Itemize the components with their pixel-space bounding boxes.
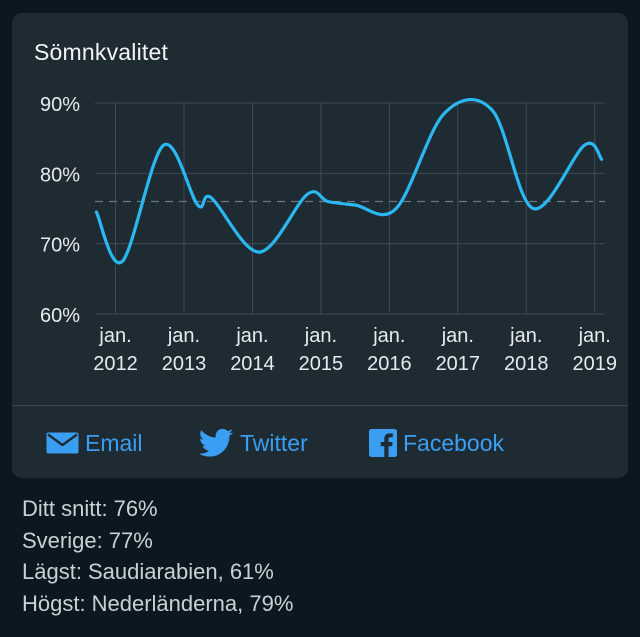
stat-value: Nederländerna, 79% [91,590,294,616]
email-share-link[interactable]: Email [46,425,143,461]
x-tick-label-month: jan. [509,325,542,347]
stat-value: 77% [108,527,153,553]
card-divider [12,405,628,406]
x-tick-label-year: 2015 [299,353,344,375]
facebook-icon [369,429,397,457]
y-tick-label: 80% [40,164,80,186]
chart-grid [95,102,605,315]
stat-row-sweden: Sverige: 77% [22,525,293,557]
stat-row-highest: Högst: Nederländerna, 79% [22,588,293,620]
chart-labels: 60% 70% 80% 90% jan. 2012 jan. 2013 jan. 2014 jan.… [40,94,617,375]
x-tick-label-year: 2013 [162,353,207,375]
x-tick-label-year: 2018 [504,353,549,375]
stat-label: Lägst: [22,559,82,584]
x-tick-label-year: 2017 [436,353,481,375]
x-tick-label-month: jan. [167,325,200,347]
sleep-quality-line [94,98,604,265]
x-tick-label-year: 2019 [572,353,617,375]
chart-series [94,98,604,265]
x-tick-label-month: jan. [441,325,474,347]
stat-label: Högst: [22,590,86,616]
x-tick-label-month: jan. [98,325,131,347]
stat-row-average: Ditt snitt: 76% [22,493,293,525]
x-tick-label-year: 2016 [367,353,412,375]
facebook-label: Facebook [403,429,505,456]
y-tick-label: 70% [40,235,80,257]
twitter-icon [198,428,233,457]
stat-value: 76% [113,496,158,521]
y-tick-label: 90% [40,94,80,116]
sleep-quality-card: Sömnkvalitet 60% 70% 80% 90% jan. 2012 jan. 201… [12,13,628,478]
stat-label: Ditt snitt: [22,496,108,521]
stats-list: Ditt snitt: 76% Sverige: 77% Lägst: Saudiar… [22,493,293,619]
stat-label: Sverige: [22,527,103,553]
facebook-share-link[interactable]: Facebook [369,425,504,461]
x-tick-label-month: jan. [372,325,405,347]
x-tick-label-year: 2014 [230,353,275,375]
email-label: Email [85,429,143,456]
sleep-quality-chart: 60% 70% 80% 90% jan. 2012 jan. 2013 jan. 2014 jan.… [40,94,617,375]
card-title: Sömnkvalitet [34,39,169,65]
email-icon [46,432,79,454]
x-tick-label-month: jan. [235,325,268,347]
stat-value: Saudiarabien, 61% [87,559,274,584]
twitter-share-link[interactable]: Twitter [198,425,308,461]
y-tick-label: 60% [40,305,80,327]
x-tick-label-month: jan. [578,325,611,347]
x-tick-label-year: 2012 [93,353,138,375]
x-tick-label-month: jan. [304,325,337,347]
twitter-label: Twitter [240,429,308,456]
stat-row-lowest: Lägst: Saudiarabien, 61% [22,556,293,588]
